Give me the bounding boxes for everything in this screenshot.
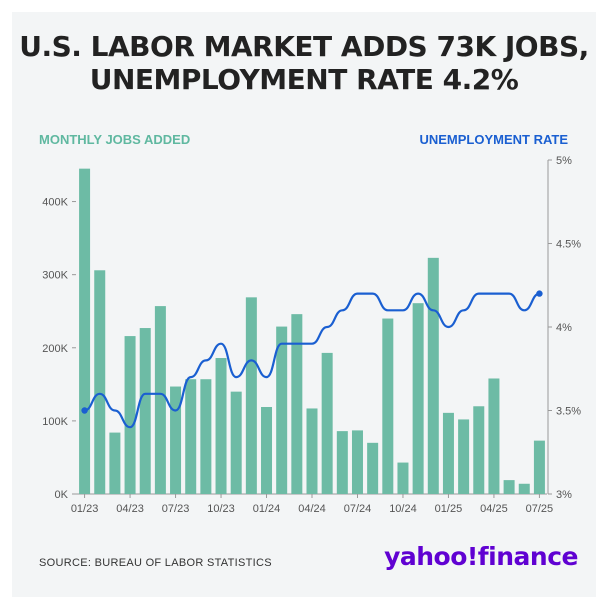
bar [336, 431, 348, 494]
left-tick-label: 200K [42, 343, 68, 355]
yahoo-finance-logo: yahoo!finance [384, 542, 578, 571]
bar [458, 419, 470, 494]
left-axis-label: MONTHLY JOBS ADDED [39, 132, 191, 147]
x-tick-label: 07/23 [162, 503, 190, 515]
line-end-point [536, 290, 543, 297]
bar [276, 326, 288, 494]
bar [321, 352, 333, 494]
left-tick-label: 0K [55, 489, 69, 501]
bar [230, 391, 242, 494]
unemployment-rate-line [84, 292, 540, 429]
bar [382, 318, 394, 494]
bar [261, 406, 273, 494]
x-tick-label: 01/24 [253, 503, 281, 515]
bar [139, 328, 151, 494]
source-note: SOURCE: BUREAU OF LABOR STATISTICS [39, 557, 272, 569]
bar [124, 336, 136, 494]
right-axis-label: UNEMPLOYMENT RATE [419, 132, 568, 147]
right-tick-label: 3% [556, 489, 572, 501]
bar [473, 406, 485, 494]
title-line-2: UNEMPLOYMENT RATE 4.2% [89, 63, 519, 96]
x-tick-label: 10/23 [207, 503, 235, 515]
bar [291, 314, 303, 494]
right-tick-label: 3.5% [556, 406, 581, 418]
right-tick-label: 4% [556, 322, 572, 334]
left-tick-label: 300K [42, 270, 68, 282]
x-tick-label: 07/24 [344, 503, 372, 515]
bar [351, 430, 363, 494]
chart-title: U.S. LABOR MARKET ADDS 73K JOBS, UNEMPLO… [0, 30, 608, 96]
left-tick-label: 400K [42, 197, 68, 209]
x-tick-label: 04/25 [480, 503, 508, 515]
bar [518, 483, 530, 494]
bar [412, 303, 424, 494]
bar [245, 297, 257, 494]
right-tick-label: 4.5% [556, 239, 581, 251]
bar [170, 386, 182, 494]
line-start-point [81, 407, 88, 414]
chart-card [12, 12, 596, 597]
bar [154, 306, 166, 494]
x-tick-label: 07/25 [526, 503, 554, 515]
bar [488, 378, 500, 494]
bar [215, 358, 227, 494]
bar [427, 257, 439, 494]
x-tick-label: 04/23 [116, 503, 144, 515]
title-line-1: U.S. LABOR MARKET ADDS 73K JOBS, [19, 30, 589, 63]
x-tick-label: 01/23 [71, 503, 99, 515]
bar [94, 270, 106, 494]
x-tick-label: 04/24 [298, 503, 326, 515]
bar [503, 480, 515, 494]
x-tick-label: 10/24 [389, 503, 417, 515]
bar [533, 440, 545, 494]
bar [79, 168, 91, 494]
bar [367, 442, 379, 494]
bar [185, 379, 197, 494]
bar [306, 408, 318, 494]
bar [442, 412, 454, 494]
left-tick-label: 100K [42, 416, 68, 428]
bar [397, 462, 409, 494]
bar [200, 379, 212, 494]
right-tick-label: 5% [556, 155, 572, 167]
bar [109, 432, 121, 494]
x-tick-label: 01/25 [435, 503, 463, 515]
